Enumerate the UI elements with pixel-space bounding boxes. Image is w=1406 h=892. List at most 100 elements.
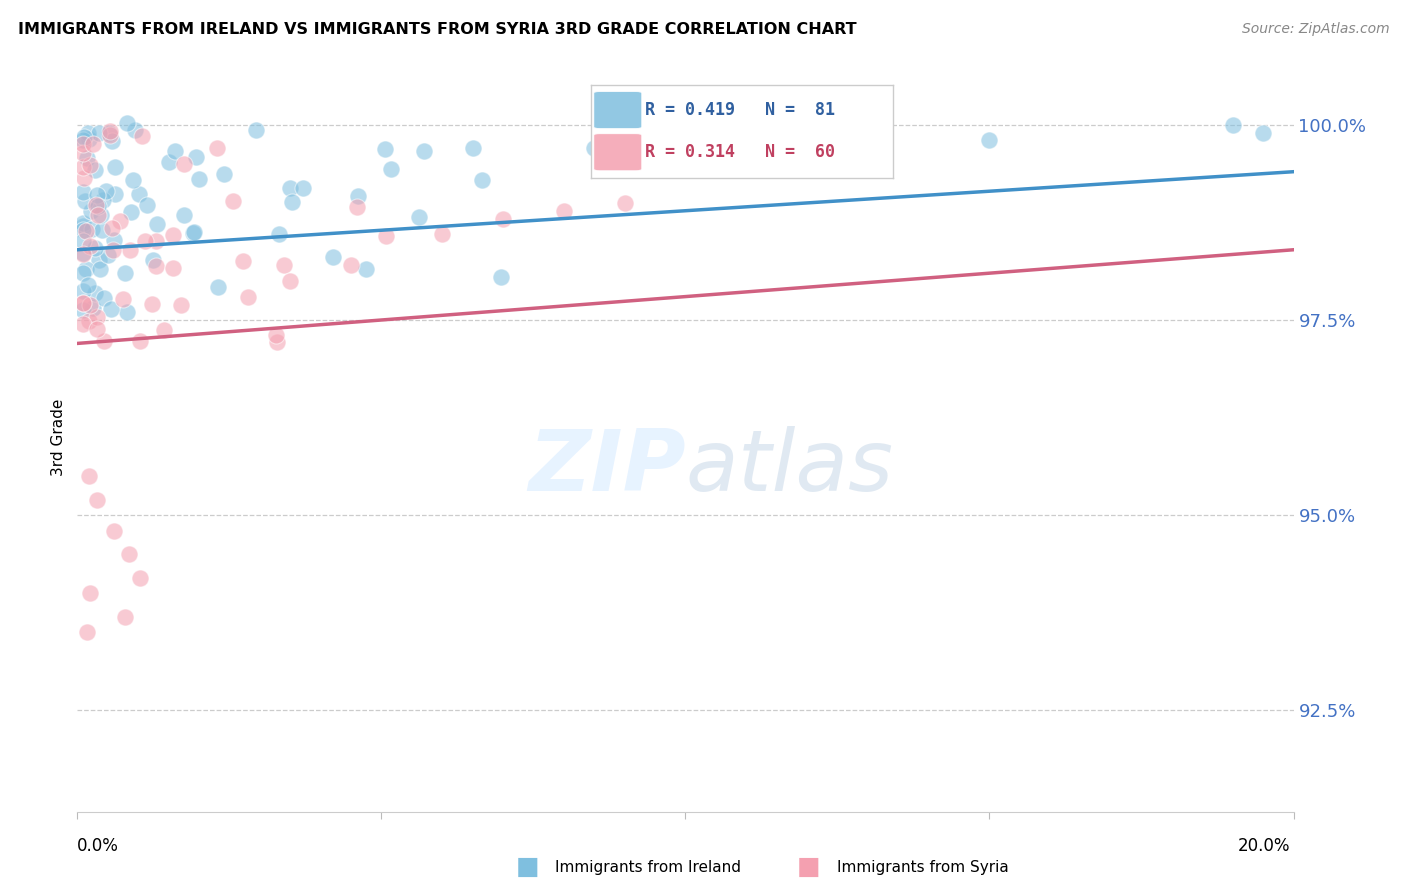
Immigrants from Syria [131,129,153,144]
Immigrants from Ireland [380,161,402,176]
Immigrants from Syria [346,200,368,214]
Immigrants from Ireland [72,266,94,280]
Immigrants from Syria [553,203,575,218]
Immigrants from Syria [152,323,174,337]
Immigrants from Ireland [135,198,157,212]
Immigrants from Ireland [245,122,267,136]
Immigrants from Syria [173,157,195,171]
Immigrants from Syria [86,322,108,336]
Immigrants from Syria [273,258,295,272]
Immigrants from Syria [232,254,254,268]
Immigrants from Ireland [72,246,94,260]
Immigrants from Ireland [75,262,97,277]
Immigrants from Ireland [173,209,195,223]
Immigrants from Syria [613,196,636,211]
Immigrants from Ireland [146,217,169,231]
Immigrants from Syria [86,310,108,325]
FancyBboxPatch shape [593,91,643,128]
Immigrants from Syria [162,228,184,243]
Immigrants from Ireland [87,198,110,212]
Immigrants from Ireland [281,194,304,209]
Immigrants from Ireland [90,208,112,222]
Text: atlas: atlas [686,425,893,508]
Immigrants from Syria [98,128,121,143]
Immigrants from Ireland [100,302,122,317]
Immigrants from Ireland [644,134,666,148]
Immigrants from Ireland [76,151,98,165]
Text: Immigrants from Syria: Immigrants from Syria [837,860,1008,874]
Immigrants from Ireland [86,188,108,202]
Immigrants from Ireland [101,134,124,148]
Immigrants from Syria [145,234,167,248]
Immigrants from Syria [100,124,122,138]
Immigrants from Ireland [1222,118,1244,132]
Immigrants from Ireland [181,226,204,240]
Immigrants from Syria [118,547,141,561]
Immigrants from Ireland [72,302,94,317]
Immigrants from Ireland [856,126,879,140]
Immigrants from Syria [79,314,101,328]
Immigrants from Ireland [347,189,370,203]
Immigrants from Ireland [408,210,430,224]
Immigrants from Ireland [979,134,1001,148]
Immigrants from Ireland [142,252,165,267]
Text: Source: ZipAtlas.com: Source: ZipAtlas.com [1241,22,1389,37]
Immigrants from Ireland [471,173,494,187]
Immigrants from Ireland [117,305,139,319]
Immigrants from Syria [340,259,363,273]
Immigrants from Syria [374,229,396,244]
Immigrants from Syria [72,295,94,310]
Immigrants from Ireland [322,251,344,265]
Immigrants from Ireland [83,241,105,255]
Immigrants from Ireland [84,163,107,178]
Immigrants from Ireland [128,187,150,202]
Text: R = 0.419   N =  81: R = 0.419 N = 81 [645,101,835,119]
Immigrants from Ireland [114,266,136,280]
Immigrants from Syria [103,243,125,257]
Immigrants from Ireland [461,141,484,155]
Immigrants from Syria [72,160,94,174]
Immigrants from Syria [492,211,515,226]
Immigrants from Ireland [77,126,100,140]
Immigrants from Syria [264,328,287,343]
Text: 20.0%: 20.0% [1239,837,1291,855]
Immigrants from Ireland [104,186,127,201]
Immigrants from Ireland [73,129,96,144]
Text: R = 0.314   N =  60: R = 0.314 N = 60 [645,144,835,161]
Immigrants from Syria [236,290,259,304]
Immigrants from Ireland [97,126,120,140]
Immigrants from Ireland [97,247,120,261]
Immigrants from Syria [129,571,152,585]
Immigrants from Ireland [207,280,229,294]
Immigrants from Ireland [157,154,180,169]
Immigrants from Syria [82,137,104,152]
Immigrants from Ireland [735,141,758,155]
Immigrants from Syria [79,586,101,600]
Immigrants from Ireland [163,145,186,159]
Immigrants from Syria [145,259,167,273]
Immigrants from Ireland [115,116,138,130]
Immigrants from Syria [72,318,94,332]
Immigrants from Syria [79,239,101,253]
Immigrants from Syria [79,158,101,172]
Immigrants from Syria [120,244,142,258]
Immigrants from Ireland [278,181,301,195]
Text: IMMIGRANTS FROM IRELAND VS IMMIGRANTS FROM SYRIA 3RD GRADE CORRELATION CHART: IMMIGRANTS FROM IRELAND VS IMMIGRANTS FR… [18,22,856,37]
Immigrants from Ireland [187,171,209,186]
Immigrants from Ireland [89,252,111,267]
Immigrants from Syria [162,261,184,276]
Immigrants from Syria [108,214,131,228]
Immigrants from Ireland [103,233,125,247]
Text: ZIP: ZIP [527,425,686,508]
Immigrants from Ireland [269,227,291,241]
Immigrants from Syria [101,221,124,235]
Immigrants from Ireland [124,123,146,137]
Immigrants from Ireland [77,278,100,293]
Immigrants from Ireland [72,215,94,229]
Immigrants from Ireland [91,223,114,237]
Immigrants from Ireland [89,262,111,277]
Immigrants from Ireland [93,291,115,305]
Immigrants from Syria [129,334,152,348]
Immigrants from Ireland [1251,126,1274,140]
FancyBboxPatch shape [593,134,643,171]
